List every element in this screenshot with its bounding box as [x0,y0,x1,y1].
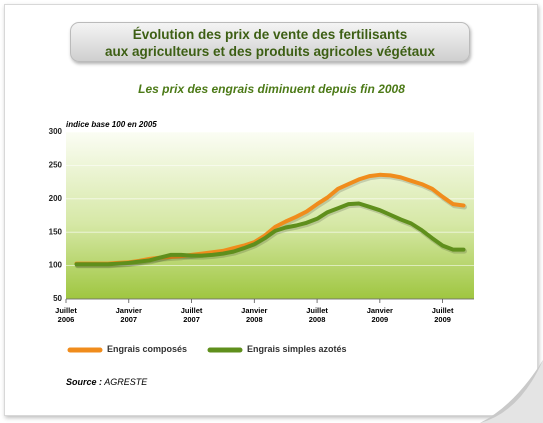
legend-label: Engrais composés [107,344,188,354]
chart-subtitle: Les prix des engrais diminuent depuis fi… [138,82,405,96]
legend-label: Engrais simples azotés [247,344,347,354]
x-tick-label: Janvier 2009 [366,306,393,324]
y-tick-label: 50 [53,294,62,303]
series-line [74,201,466,267]
x-tick-label: Juillet 2006 [55,306,77,324]
plot-area [66,132,474,299]
x-tick-label: Juillet 2007 [180,306,203,324]
y-tick-label: 100 [49,261,63,270]
x-tick-label: Juillet 2008 [306,306,328,324]
page-curl [480,360,543,423]
source-value: AGRESTE [104,377,148,387]
source-label: Source : [66,377,103,387]
chart-title: Évolution des prix de vente des fertilis… [70,22,470,62]
source: Source : AGRESTE [66,377,147,387]
y-tick-label: 250 [49,161,63,170]
x-tick-label: Juillet 2009 [431,306,454,324]
y-tick-label: 150 [49,227,63,236]
y-tick-label: 300 [49,127,63,136]
y-tick-label: 200 [49,194,63,203]
y-axis-label: indice base 100 en 2005 [66,120,157,129]
x-tick-label: Janvier 2007 [115,306,142,324]
x-tick-label: Janvier 2008 [241,306,268,324]
